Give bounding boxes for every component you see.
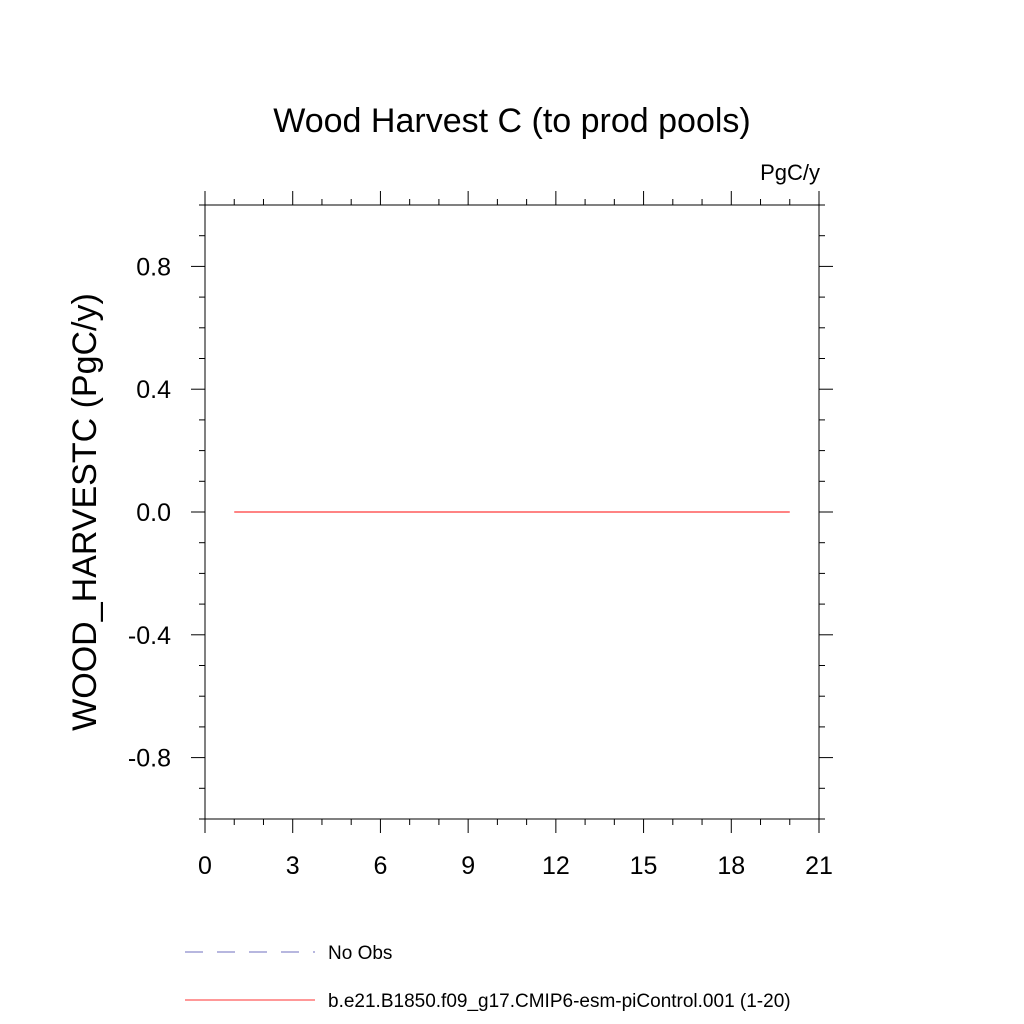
- x-tick-label: 15: [630, 852, 658, 880]
- y-tick-label: -0.8: [128, 745, 171, 773]
- x-tick-label: 3: [286, 852, 300, 880]
- legend-label: b.e21.B1850.f09_g17.CMIP6-esm-piControl.…: [328, 991, 791, 1012]
- x-tick-label: 0: [198, 852, 212, 880]
- units-label: PgC/y: [760, 160, 820, 185]
- x-tick-label: 6: [373, 852, 387, 880]
- x-tick-label: 18: [717, 852, 745, 880]
- y-tick-label: 0.8: [136, 253, 171, 281]
- y-axis-label: WOOD_HARVESTC (PgC/y): [66, 293, 104, 731]
- legend: No Obs b.e21.B1850.f09_g17.CMIP6-esm-piCo…: [185, 943, 791, 1012]
- y-tick-label: 0.4: [136, 376, 171, 404]
- x-tick-label: 12: [542, 852, 570, 880]
- x-tick-label: 21: [805, 852, 833, 880]
- x-ticks: 0 3 6 9 12 15 18 21: [198, 191, 833, 880]
- x-tick-label: 9: [461, 852, 475, 880]
- y-tick-label: 0.0: [136, 499, 171, 527]
- chart-title: Wood Harvest C (to prod pools): [273, 102, 750, 140]
- y-ticks: -0.8 -0.4 0.0 0.4 0.8: [128, 204, 833, 820]
- y-tick-label: -0.4: [128, 622, 171, 650]
- legend-label: No Obs: [328, 943, 392, 964]
